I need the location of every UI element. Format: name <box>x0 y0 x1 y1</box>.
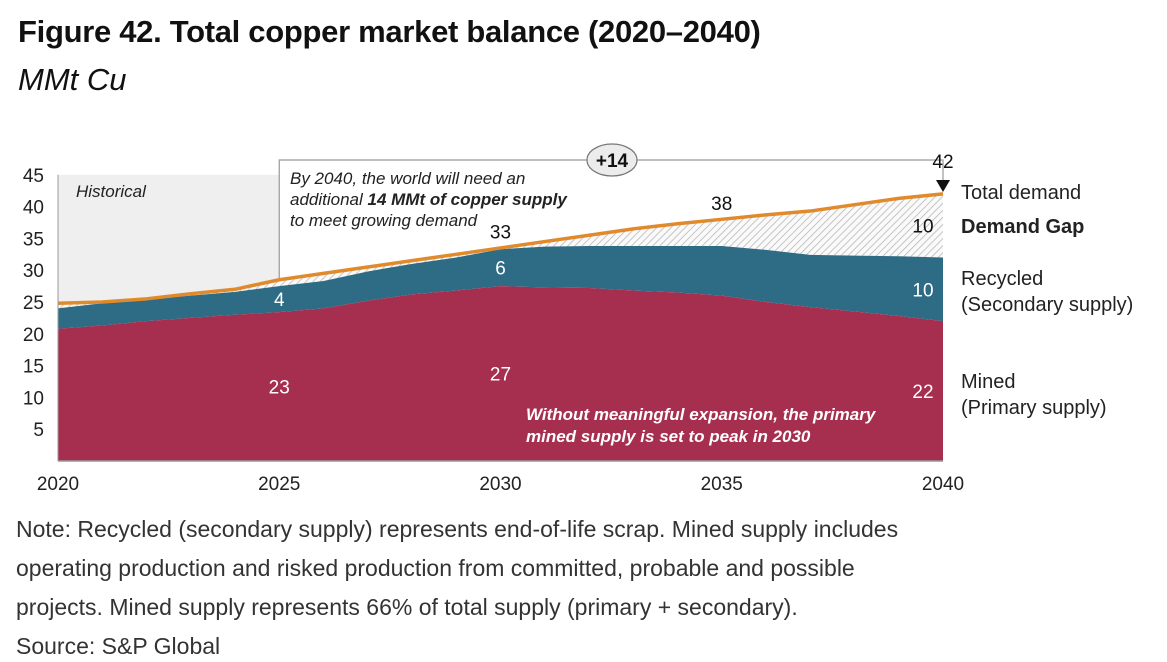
data-label: 27 <box>490 365 511 386</box>
x-tick-label: 2020 <box>37 474 79 495</box>
delta-badge-text: +14 <box>596 151 629 172</box>
data-label: 4 <box>274 290 285 311</box>
y-tick-label: 45 <box>23 166 44 187</box>
source-line: Source: S&P Global <box>16 633 221 659</box>
chart-title: Figure 42. Total copper market balance (… <box>18 14 761 49</box>
data-label: 6 <box>495 259 506 280</box>
data-label: 23 <box>269 378 290 399</box>
total-demand-line <box>57 192 944 306</box>
y-tick-label: 40 <box>23 198 44 219</box>
data-label: 42 <box>932 152 953 173</box>
data-label: 22 <box>912 382 933 403</box>
callout-line-3: to meet growing demand <box>290 211 478 230</box>
y-tick-label: 10 <box>23 388 44 409</box>
data-label: 10 <box>912 217 933 238</box>
data-label: 10 <box>912 280 933 301</box>
y-tick-label: 25 <box>23 293 44 314</box>
x-tick-label: 2030 <box>479 474 521 495</box>
note-line: projects. Mined supply represents 66% of… <box>16 594 798 620</box>
delta-badge <box>586 143 638 177</box>
data-label: 38 <box>711 194 732 215</box>
legend-mined: Mined <box>961 371 1015 393</box>
y-tick-label: 5 <box>33 420 44 441</box>
arrow-down-icon <box>936 180 950 192</box>
recycled-area <box>58 246 943 329</box>
note-line: operating production and risked producti… <box>16 555 855 581</box>
legend-mined-sub: (Primary supply) <box>961 397 1107 419</box>
note-line: Note: Recycled (secondary supply) repres… <box>16 516 899 542</box>
mined-note-line-2: mined supply is set to peak in 2030 <box>526 427 811 446</box>
x-tick-label: 2035 <box>701 474 743 495</box>
mined-note-line-1: Without meaningful expansion, the primar… <box>526 405 877 424</box>
legend-recycled-sub: (Secondary supply) <box>961 294 1133 316</box>
y-tick-label: 30 <box>23 261 44 282</box>
mined-area <box>58 286 943 461</box>
y-tick-label: 20 <box>23 325 44 346</box>
legend-recycled: Recycled <box>961 268 1043 290</box>
note: Note: Recycled (secondary supply) repres… <box>16 510 898 662</box>
x-tick-label: 2040 <box>922 474 964 495</box>
callout-line-1: By 2040, the world will need an <box>290 169 525 188</box>
x-tick-label: 2025 <box>258 474 300 495</box>
y-tick-label: 15 <box>23 357 44 378</box>
data-label: 33 <box>490 222 511 243</box>
callout-line-2: additional 14 MMt of copper supply <box>290 190 568 209</box>
historical-label: Historical <box>76 182 147 201</box>
chart-subtitle-unit: MMt Cu <box>18 62 127 97</box>
y-tick-label: 35 <box>23 229 44 250</box>
legend-demand-gap: Demand Gap <box>961 216 1084 238</box>
legend-total-demand: Total demand <box>961 182 1081 204</box>
